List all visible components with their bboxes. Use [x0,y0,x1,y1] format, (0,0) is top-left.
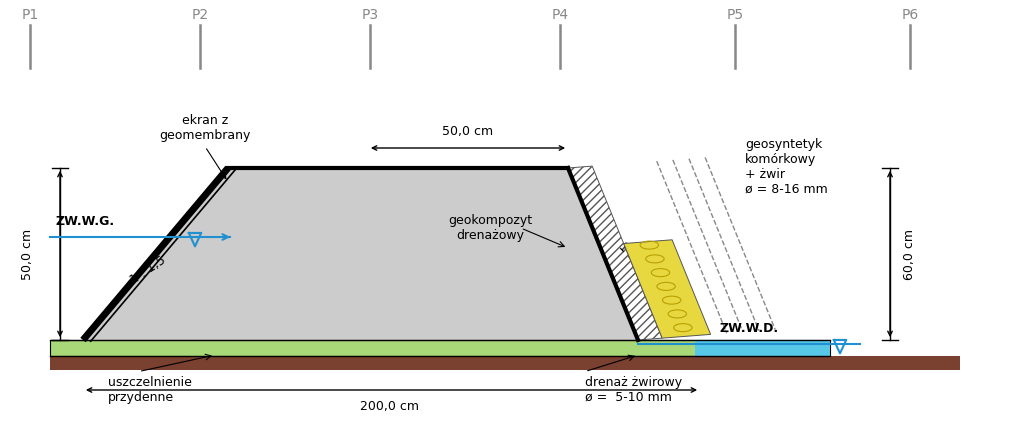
Text: geosyntetyk
komórkowy
+ żwir
ø = 8-16 mm: geosyntetyk komórkowy + żwir ø = 8-16 mm [745,138,827,196]
Text: 60,0 cm: 60,0 cm [903,228,916,280]
Bar [50,340,830,356]
Text: ZW.W.D.: ZW.W.D. [720,322,779,335]
Bar [695,340,830,356]
Text: geokompozyt
drenażowy: geokompozyt drenażowy [447,214,532,242]
Text: P1: P1 [22,8,39,22]
Text: P4: P4 [552,8,568,22]
Polygon shape [568,166,663,340]
Text: 50,0 cm: 50,0 cm [442,125,494,138]
Text: drenaż żwirowy
ø =  5-10 mm: drenaż żwirowy ø = 5-10 mm [585,376,682,404]
Text: 1 : 1: 1 : 1 [615,240,644,269]
Text: 50,0 cm: 50,0 cm [22,228,35,280]
Text: P3: P3 [361,8,379,22]
Text: 200,0 cm: 200,0 cm [360,400,420,413]
Polygon shape [83,168,638,340]
Text: P6: P6 [901,8,919,22]
Text: ekran z
geomembrany: ekran z geomembrany [160,114,251,142]
Bar [50,356,961,370]
Text: P2: P2 [191,8,209,22]
Polygon shape [624,240,711,338]
Text: P5: P5 [726,8,743,22]
Text: 1 : 1,5: 1 : 1,5 [128,253,168,287]
Text: uszczelnienie
przydenne: uszczelnienie przydenne [108,376,191,404]
Text: ZW.W.G.: ZW.W.G. [55,215,114,228]
